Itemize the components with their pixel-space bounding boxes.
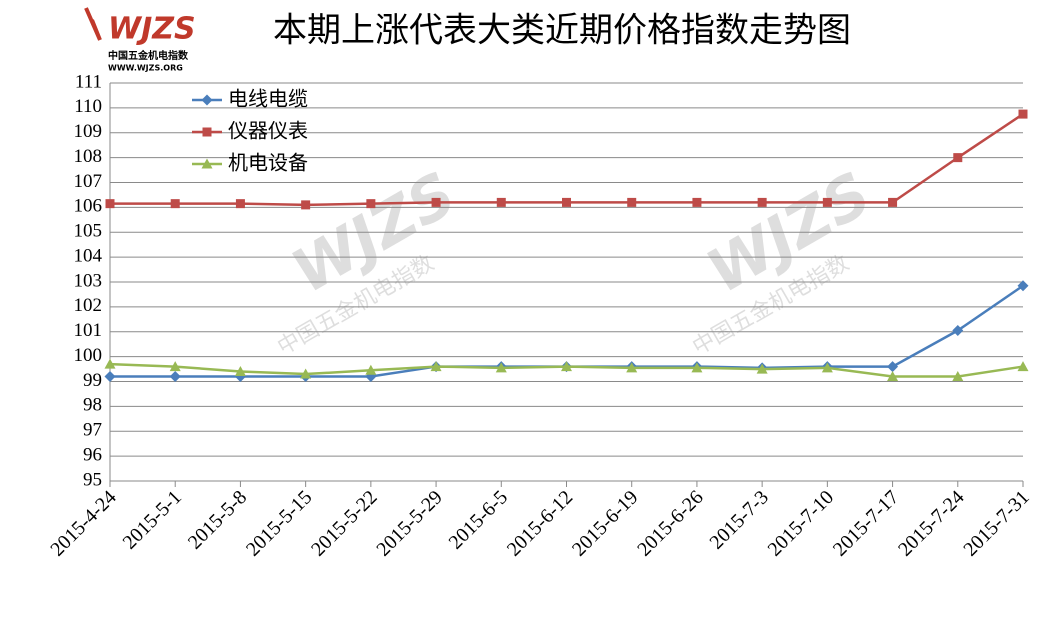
y-tick-label: 103	[74, 270, 103, 291]
y-tick-label: 100	[74, 345, 103, 366]
y-tick-label: 97	[83, 420, 102, 441]
y-tick-label: 95	[83, 469, 102, 490]
marker	[626, 362, 638, 373]
x-tick-label: 2015-5-15	[242, 486, 316, 560]
logo-name: 中国五金机电指数	[108, 49, 189, 62]
logo-mark: WJZS	[108, 12, 196, 47]
marker	[365, 364, 377, 375]
x-tick-label: 2015-7-3	[706, 486, 773, 553]
y-tick-label: 102	[74, 295, 103, 316]
marker	[496, 197, 506, 207]
x-tick-label: 2015-7-17	[829, 486, 903, 560]
legend-label: 电线电缆	[228, 87, 308, 111]
marker	[952, 325, 964, 337]
marker	[887, 371, 899, 382]
marker	[757, 197, 767, 207]
marker	[627, 197, 637, 207]
marker	[952, 371, 964, 382]
marker	[822, 197, 832, 207]
marker	[1017, 280, 1029, 292]
watermark: WJZS 中国五金机电指数 WJZS 中国五金机电指数	[274, 159, 883, 360]
marker	[888, 197, 898, 207]
marker	[756, 363, 768, 374]
marker	[169, 361, 181, 372]
x-tick-label: 2015-6-12	[503, 486, 577, 560]
x-tick-label: 2015-7-31	[959, 486, 1033, 560]
x-tick-label: 2015-7-24	[894, 486, 968, 560]
marker	[105, 199, 115, 209]
marker	[430, 361, 442, 372]
logo-arrow	[84, 7, 102, 41]
x-tick-label: 2015-6-26	[633, 486, 707, 560]
marker	[562, 197, 571, 207]
marker	[234, 366, 246, 377]
marker	[691, 362, 703, 373]
marker	[170, 199, 180, 209]
marker	[953, 153, 963, 163]
x-tick-label: 2015-6-5	[445, 486, 512, 553]
marker	[495, 362, 507, 373]
marker	[104, 358, 116, 369]
legend-label: 机电设备	[228, 151, 308, 175]
y-tick-label: 109	[74, 121, 103, 142]
y-tick-label: 107	[74, 171, 103, 192]
x-tick-label: 2015-5-8	[184, 486, 251, 553]
marker	[821, 362, 833, 373]
legend-marker	[202, 127, 212, 137]
y-tick-label: 108	[74, 146, 103, 167]
y-tick-label: 104	[74, 245, 103, 266]
x-tick-label: 2015-5-1	[119, 486, 186, 553]
y-tick-label: 110	[74, 96, 102, 117]
legend-marker	[201, 94, 213, 106]
marker	[431, 197, 441, 207]
marker	[366, 199, 376, 209]
marker	[301, 200, 311, 210]
legend-label: 仪器仪表	[228, 119, 308, 143]
y-tick-label: 99	[83, 370, 102, 391]
marker	[692, 197, 702, 207]
marker	[300, 368, 312, 379]
x-tick-label: 2015-4-24	[46, 486, 120, 560]
x-tick-label: 2015-6-19	[568, 486, 642, 560]
y-tick-label: 98	[83, 395, 102, 416]
marker	[561, 361, 572, 372]
y-tick-label: 105	[74, 221, 103, 242]
x-tick-label: 2015-5-22	[307, 486, 381, 560]
marker	[235, 199, 245, 209]
x-tick-label: 2015-5-29	[372, 486, 446, 560]
logo-url: WWW.WJZS.ORG	[108, 64, 183, 73]
marker	[1017, 361, 1029, 372]
legend-marker	[201, 158, 213, 169]
y-tick-label: 96	[83, 444, 102, 465]
y-tick-label: 101	[74, 320, 103, 341]
marker	[1018, 109, 1028, 119]
chart-title: 本期上涨代表大类近期价格指数走势图	[273, 11, 851, 51]
marker	[104, 371, 116, 383]
y-tick-label: 106	[74, 196, 103, 217]
marker	[887, 361, 899, 373]
marker	[169, 371, 181, 383]
x-tick-label: 2015-7-10	[764, 486, 838, 560]
y-tick-label: 111	[75, 71, 102, 92]
